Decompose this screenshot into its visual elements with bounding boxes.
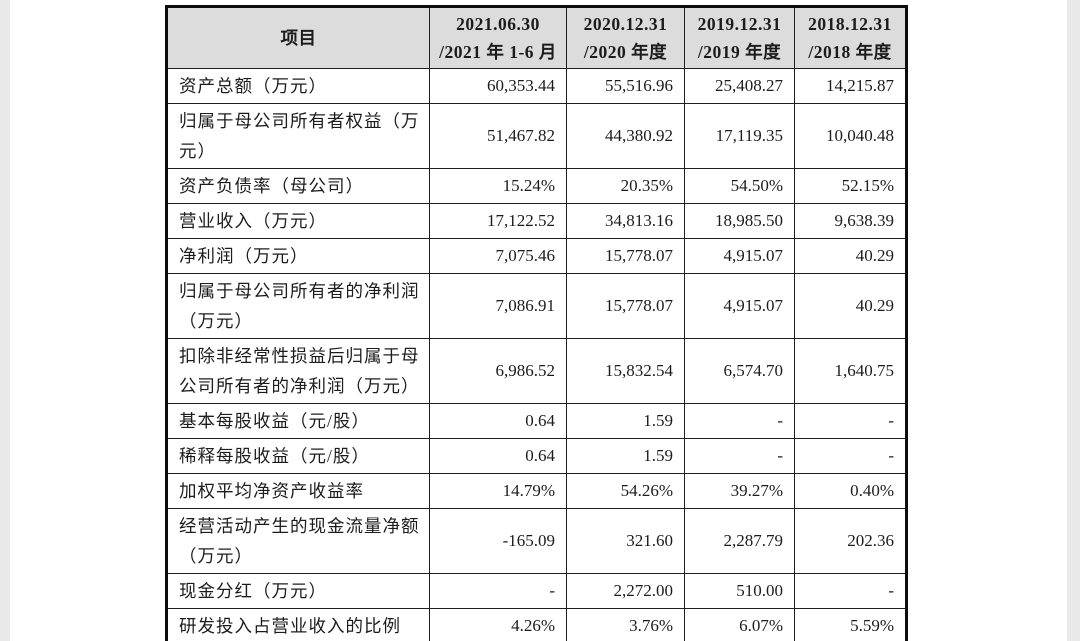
cell-value: 10,040.48 — [794, 103, 907, 169]
cell-value: 5.59% — [794, 608, 907, 641]
cell-value: 17,119.35 — [684, 103, 795, 169]
table-row: 归属于母公司所有者的净利润（万元） 7,086.91 15,778.07 4,915.… — [166, 273, 907, 339]
header-col-2019: 2019.12.31 /2019 年度 — [684, 6, 795, 69]
table-row: 现金分红（万元） -2,272.00 510.00- — [166, 573, 907, 609]
table-row: 研发投入占营业收入的比例 4.26% 3.76% 6.07% 5.59% — [166, 608, 907, 641]
cell-value: 51,467.82 — [429, 103, 567, 169]
table-body: 资产总额（万元） 60,353.44 55,516.96 25,408.27 14,21… — [166, 68, 907, 641]
table-row: 营业收入（万元） 17,122.52 34,813.16 18,985.50 9,638… — [166, 203, 907, 239]
row-label: 基本每股收益（元/股） — [166, 403, 430, 439]
cell-value: - — [794, 403, 907, 439]
cell-value: 15.24% — [429, 168, 567, 204]
cell-value: 2,287.79 — [684, 508, 795, 574]
table-header: 项目 2021.06.30 /2021 年 1-6 月 2020.12.31 /… — [166, 6, 907, 69]
page-right-margin-strip — [1067, 0, 1080, 641]
row-label: 稀释每股收益（元/股） — [166, 438, 430, 474]
cell-value: 14.79% — [429, 473, 567, 509]
row-label: 现金分红（万元） — [166, 573, 430, 609]
header-date-2019: 2019.12.31 — [697, 14, 782, 34]
table-row: 加权平均净资产收益率 14.79% 54.26% 39.27% 0.40% — [166, 473, 907, 509]
table-row: 资产负债率（母公司） 15.24% 20.35% 54.50% 52.15% — [166, 168, 907, 204]
cell-value: -165.09 — [429, 508, 567, 574]
header-col-2020: 2020.12.31 /2020 年度 — [566, 6, 685, 69]
row-label: 加权平均净资产收益率 — [166, 473, 430, 509]
cell-value: 4.26% — [429, 608, 567, 641]
cell-value: 1.59 — [566, 403, 685, 439]
cell-value: 44,380.92 — [566, 103, 685, 169]
header-date-2018: 2018.12.31 — [808, 14, 892, 34]
cell-value: 15,778.07 — [566, 238, 685, 274]
cell-value: 40.29 — [794, 238, 907, 274]
cell-value: 7,086.91 — [429, 273, 567, 339]
header-period-2020: /2020 年度 — [583, 42, 668, 62]
cell-value: 39.27% — [684, 473, 795, 509]
financial-summary-table: 项目 2021.06.30 /2021 年 1-6 月 2020.12.31 /… — [165, 5, 908, 641]
cell-value: 17,122.52 — [429, 203, 567, 239]
table-row: 稀释每股收益（元/股） 0.64 1.59- - — [166, 438, 907, 474]
header-col-2018: 2018.12.31 /2018 年度 — [794, 6, 907, 69]
cell-value: 54.26% — [566, 473, 685, 509]
cell-value: 52.15% — [794, 168, 907, 204]
row-label: 资产负债率（母公司） — [166, 168, 430, 204]
cell-value: 15,832.54 — [566, 338, 685, 404]
table-row: 净利润（万元） 7,075.46 15,778.07 4,915.07 40.29 — [166, 238, 907, 274]
cell-value: 2,272.00 — [566, 573, 685, 609]
cell-value: - — [429, 573, 567, 609]
cell-value: 6,574.70 — [684, 338, 795, 404]
cell-value: 0.64 — [429, 403, 567, 439]
row-label: 研发投入占营业收入的比例 — [166, 608, 430, 641]
cell-value: 20.35% — [566, 168, 685, 204]
table-row: 经营活动产生的现金流量净额（万元） -165.09 321.60 2,287.79 20… — [166, 508, 907, 574]
cell-value: 25,408.27 — [684, 68, 795, 104]
header-row: 项目 2021.06.30 /2021 年 1-6 月 2020.12.31 /… — [166, 6, 907, 69]
cell-value: 1,640.75 — [794, 338, 907, 404]
cell-value: 6,986.52 — [429, 338, 567, 404]
cell-value: 202.36 — [794, 508, 907, 574]
cell-value: 4,915.07 — [684, 273, 795, 339]
row-label: 净利润（万元） — [166, 238, 430, 274]
header-date-2020: 2020.12.31 — [583, 14, 668, 34]
table-row: 基本每股收益（元/股） 0.64 1.59- - — [166, 403, 907, 439]
header-period-2021: /2021 年 1-6 月 — [439, 42, 557, 62]
cell-value: 18,985.50 — [684, 203, 795, 239]
cell-value: - — [684, 403, 795, 439]
row-label: 经营活动产生的现金流量净额（万元） — [166, 508, 430, 574]
cell-value: - — [794, 438, 907, 474]
cell-value: 55,516.96 — [566, 68, 685, 104]
cell-value: 14,215.87 — [794, 68, 907, 104]
cell-value: 7,075.46 — [429, 238, 567, 274]
cell-value: 40.29 — [794, 273, 907, 339]
cell-value: 34,813.16 — [566, 203, 685, 239]
cell-value: 1.59 — [566, 438, 685, 474]
cell-value: 60,353.44 — [429, 68, 567, 104]
row-label: 营业收入（万元） — [166, 203, 430, 239]
cell-value: 15,778.07 — [566, 273, 685, 339]
row-label: 归属于母公司所有者权益（万元） — [166, 103, 430, 169]
table-row: 资产总额（万元） 60,353.44 55,516.96 25,408.27 14,21… — [166, 68, 907, 104]
row-label: 资产总额（万元） — [166, 68, 430, 104]
cell-value: 0.64 — [429, 438, 567, 474]
cell-value: 510.00 — [684, 573, 795, 609]
cell-value: 3.76% — [566, 608, 685, 641]
cell-value: 0.40% — [794, 473, 907, 509]
header-col-2021: 2021.06.30 /2021 年 1-6 月 — [429, 6, 567, 69]
row-label: 扣除非经常性损益后归属于母公司所有者的净利润（万元） — [166, 338, 430, 404]
header-item-column: 项目 — [166, 6, 430, 69]
row-label: 归属于母公司所有者的净利润（万元） — [166, 273, 430, 339]
cell-value: - — [684, 438, 795, 474]
table-row: 扣除非经常性损益后归属于母公司所有者的净利润（万元） 6,986.52 15,832… — [166, 338, 907, 404]
page-left-margin-strip — [0, 0, 10, 641]
table-row: 归属于母公司所有者权益（万元） 51,467.82 44,380.92 17,119.… — [166, 103, 907, 169]
header-item-label: 项目 — [280, 28, 317, 48]
header-date-2021: 2021.06.30 — [456, 14, 540, 34]
cell-value: 321.60 — [566, 508, 685, 574]
header-period-2018: /2018 年度 — [808, 42, 892, 62]
cell-value: 6.07% — [684, 608, 795, 641]
cell-value: 54.50% — [684, 168, 795, 204]
cell-value: 9,638.39 — [794, 203, 907, 239]
cell-value: 4,915.07 — [684, 238, 795, 274]
cell-value: - — [794, 573, 907, 609]
header-period-2019: /2019 年度 — [697, 42, 782, 62]
